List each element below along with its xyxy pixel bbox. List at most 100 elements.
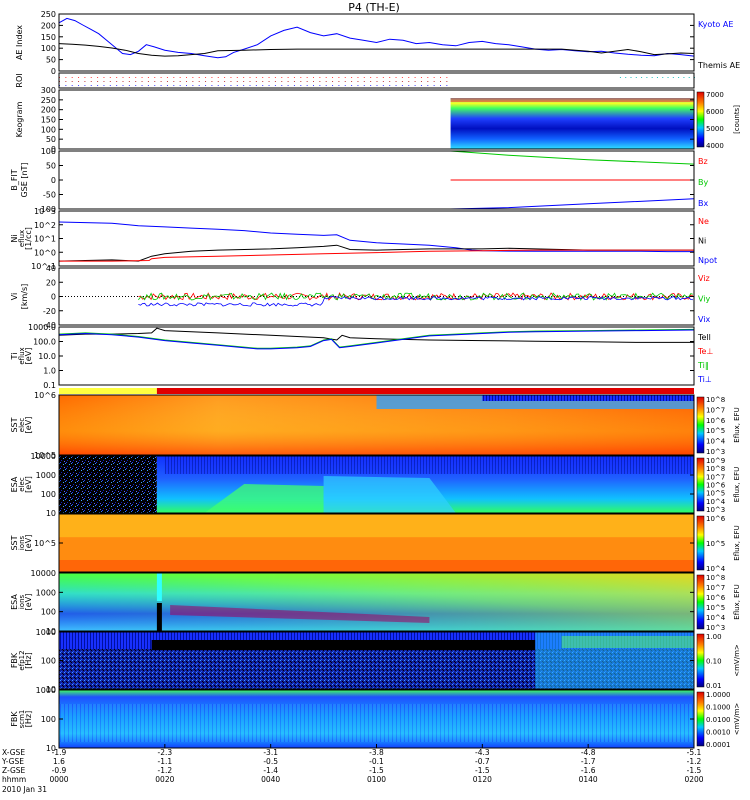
roi-dot	[287, 77, 289, 78]
legend-entry-ni: Ne	[698, 217, 709, 226]
roi-dot	[166, 81, 168, 82]
roi-dot	[274, 77, 276, 78]
colorbar-tick-label: 0.0010	[706, 729, 731, 737]
roi-dot	[205, 81, 207, 82]
roi-dot	[236, 77, 238, 78]
colorbar-tick-label: 10^8	[706, 396, 725, 404]
sst-elec-highE-noise	[482, 395, 694, 401]
roi-dot	[338, 81, 340, 82]
roi-dot	[122, 81, 124, 82]
roi-dot	[186, 85, 187, 86]
y-tick-label: 50	[46, 135, 56, 144]
roi-dot	[281, 81, 283, 82]
roi-dot	[389, 81, 391, 82]
colorbar-tick-label: 0.1000	[706, 704, 731, 712]
roi-dot	[313, 85, 314, 86]
panel-ylabel-esa_e: ESA	[10, 476, 19, 492]
y-tick-label: 10	[46, 744, 56, 753]
y-tick-label: 100	[41, 125, 56, 134]
colorbar-tick-label: 7000	[706, 91, 724, 99]
y-tick-label: 10^2	[34, 221, 56, 230]
y-tick-label: 100	[41, 657, 56, 666]
panel-frame-ti	[58, 326, 695, 386]
panel-ylabel-roi: ROI	[15, 73, 24, 87]
roi-dot	[630, 77, 632, 78]
roi-dot	[109, 77, 111, 78]
colorbar-label-esa_i: Eflux, EFU	[733, 584, 741, 619]
colorbar-tick-label: 0.01	[706, 682, 722, 690]
roi-dot	[103, 77, 105, 78]
roi-dot	[662, 77, 664, 78]
roi-dot	[141, 77, 143, 78]
esa-ion-warm	[59, 573, 694, 631]
roi-dot	[122, 77, 124, 78]
roi-dot	[211, 77, 213, 78]
roi-dot	[243, 77, 245, 78]
roi-dot	[166, 85, 168, 86]
y-tick-label: 10	[46, 627, 56, 636]
panel-frame-esa_e	[58, 455, 695, 514]
y-tick-label: -100	[38, 205, 56, 214]
roi-dot	[646, 77, 648, 78]
legend-entry-ti: Ti⊥	[697, 375, 712, 384]
colorbar-tick-label: 10^4	[706, 498, 726, 506]
fbk-b-stripes	[59, 704, 694, 742]
roi-dot	[236, 85, 238, 86]
roi-dot	[84, 85, 86, 86]
roi-dot	[192, 81, 194, 82]
roi-dot	[230, 77, 232, 78]
roi-dot	[71, 81, 73, 82]
roi-dot	[109, 85, 111, 86]
roi-dot	[641, 77, 643, 78]
y-tick-label: 0	[51, 145, 56, 154]
roi-dot	[230, 85, 232, 86]
roi-dot	[128, 85, 130, 86]
panel-ylabel-esa_i: ESA	[10, 594, 19, 610]
roi-dot	[135, 81, 137, 82]
roi-dot	[401, 77, 403, 78]
series-line-ti-ti	[58, 328, 695, 349]
roi-dot	[414, 77, 416, 78]
roi-dot	[255, 85, 257, 86]
panel-sublabel-sst_e: elec	[18, 418, 26, 433]
y-tick-label: 200	[41, 106, 56, 115]
legend-entry-bfit: Bz	[698, 157, 708, 166]
roi-dot	[135, 77, 137, 78]
series-line-ni-ne	[59, 249, 694, 262]
roi-dot	[128, 77, 130, 78]
colorbar-tick-label: 10^4	[706, 438, 726, 446]
roi-dot	[173, 85, 175, 86]
roi-dot	[236, 81, 238, 82]
esa-ion-gap	[156, 573, 162, 601]
roi-dot	[683, 77, 685, 78]
xaxis-row-label: hhmm	[2, 775, 26, 784]
series-line-ae-themisae	[58, 43, 695, 57]
panel-ylabel-bfit: B_FIT	[10, 169, 19, 190]
roi-dot	[651, 77, 653, 78]
roi-dot	[357, 85, 359, 86]
roi-dot	[179, 85, 181, 86]
xaxis-value: -1.4	[263, 766, 278, 775]
colorbar-tick-label: 10^4	[706, 565, 726, 573]
y-tick-label: 10.0	[38, 352, 56, 361]
mode-bar-fast	[156, 388, 695, 394]
roi-dot	[78, 85, 80, 86]
legend-entry-vi: Viz	[698, 274, 710, 283]
panel-sublabel-esa_e: elec	[18, 477, 26, 492]
xaxis-value: -1.2	[158, 766, 173, 775]
xaxis-value: 0040	[261, 775, 280, 784]
roi-dot	[65, 81, 67, 82]
roi-dot	[433, 77, 435, 78]
roi-dot	[128, 81, 130, 82]
roi-dot	[160, 85, 162, 86]
roi-dot	[357, 77, 359, 78]
y-tick-label: -50	[43, 191, 56, 200]
colorbar-tick-label: 10^5	[706, 540, 725, 548]
roi-dot	[141, 81, 143, 82]
y-tick-label: 1000	[36, 686, 56, 695]
roi-dot	[389, 77, 391, 78]
xaxis-value: -0.7	[475, 757, 490, 766]
roi-dot	[154, 85, 156, 86]
legend-entry-ae: Kyoto AE	[698, 20, 733, 29]
legend-entry-ni: Npot	[698, 256, 717, 265]
